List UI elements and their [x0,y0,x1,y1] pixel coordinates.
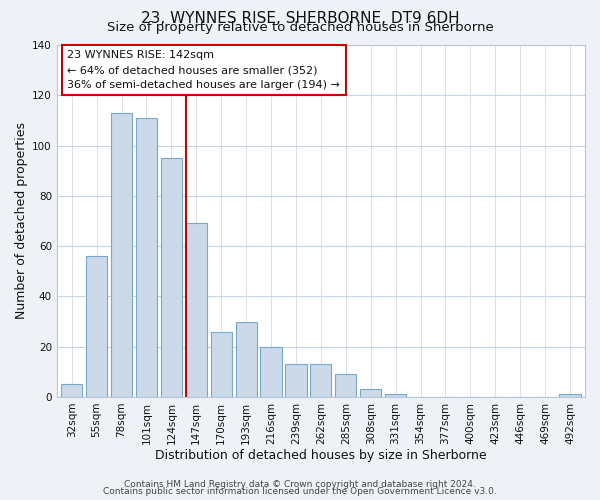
Bar [161,158,182,397]
Bar [385,394,406,397]
Text: 23 WYNNES RISE: 142sqm
← 64% of detached houses are smaller (352)
36% of semi-de: 23 WYNNES RISE: 142sqm ← 64% of detached… [67,50,340,90]
X-axis label: Distribution of detached houses by size in Sherborne: Distribution of detached houses by size … [155,450,487,462]
Bar [86,256,107,397]
Text: 23, WYNNES RISE, SHERBORNE, DT9 6DH: 23, WYNNES RISE, SHERBORNE, DT9 6DH [140,11,460,26]
Bar [559,394,581,397]
Text: Contains public sector information licensed under the Open Government Licence v3: Contains public sector information licen… [103,487,497,496]
Bar [260,346,281,397]
Text: Contains HM Land Registry data © Crown copyright and database right 2024.: Contains HM Land Registry data © Crown c… [124,480,476,489]
Bar [286,364,307,397]
Bar [186,224,207,397]
Bar [61,384,82,397]
Bar [236,322,257,397]
Bar [335,374,356,397]
Bar [360,390,382,397]
Bar [310,364,331,397]
Text: Size of property relative to detached houses in Sherborne: Size of property relative to detached ho… [107,21,493,34]
Bar [211,332,232,397]
Bar [111,113,132,397]
Bar [136,118,157,397]
Y-axis label: Number of detached properties: Number of detached properties [15,122,28,320]
